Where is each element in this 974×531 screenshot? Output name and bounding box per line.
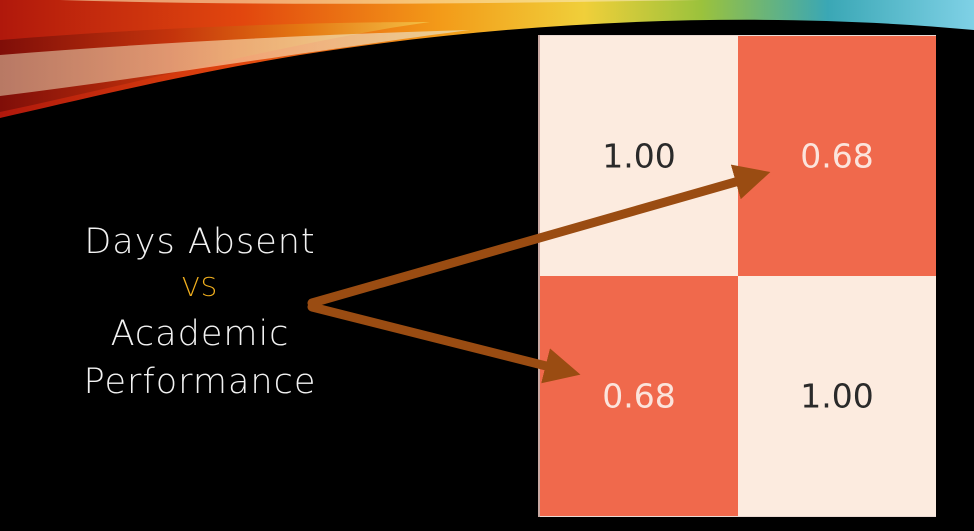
label-vs: VS [181, 273, 219, 303]
heatmap-label-r1-c1: 1.00 [800, 377, 873, 416]
heatmap-cell-r1-c1 [738, 276, 936, 516]
arrows [307, 164, 771, 384]
arrow-to-bottom-left [307, 302, 581, 384]
heatmap-cell-r0-c1 [738, 36, 936, 276]
arrow-to-top-right [307, 164, 771, 308]
heatmap-label-r1-c0: 0.68 [602, 377, 675, 416]
heatmap-cell-r0-c0 [540, 36, 738, 276]
label-academic: Academic [110, 314, 290, 354]
decorative-swoosh [0, 0, 974, 118]
comparison-label: Days Absent VS Academic Performance [40, 218, 360, 406]
heatmap-label-r0-c0: 1.00 [602, 137, 675, 176]
label-performance: Performance [83, 362, 317, 402]
label-days-absent: Days Absent [84, 222, 316, 262]
heatmap-cells: 1.00 0.68 0.68 1.00 [540, 36, 936, 516]
heatmap-cell-r1-c0 [540, 276, 738, 516]
heatmap-label-r0-c1: 0.68 [800, 137, 873, 176]
